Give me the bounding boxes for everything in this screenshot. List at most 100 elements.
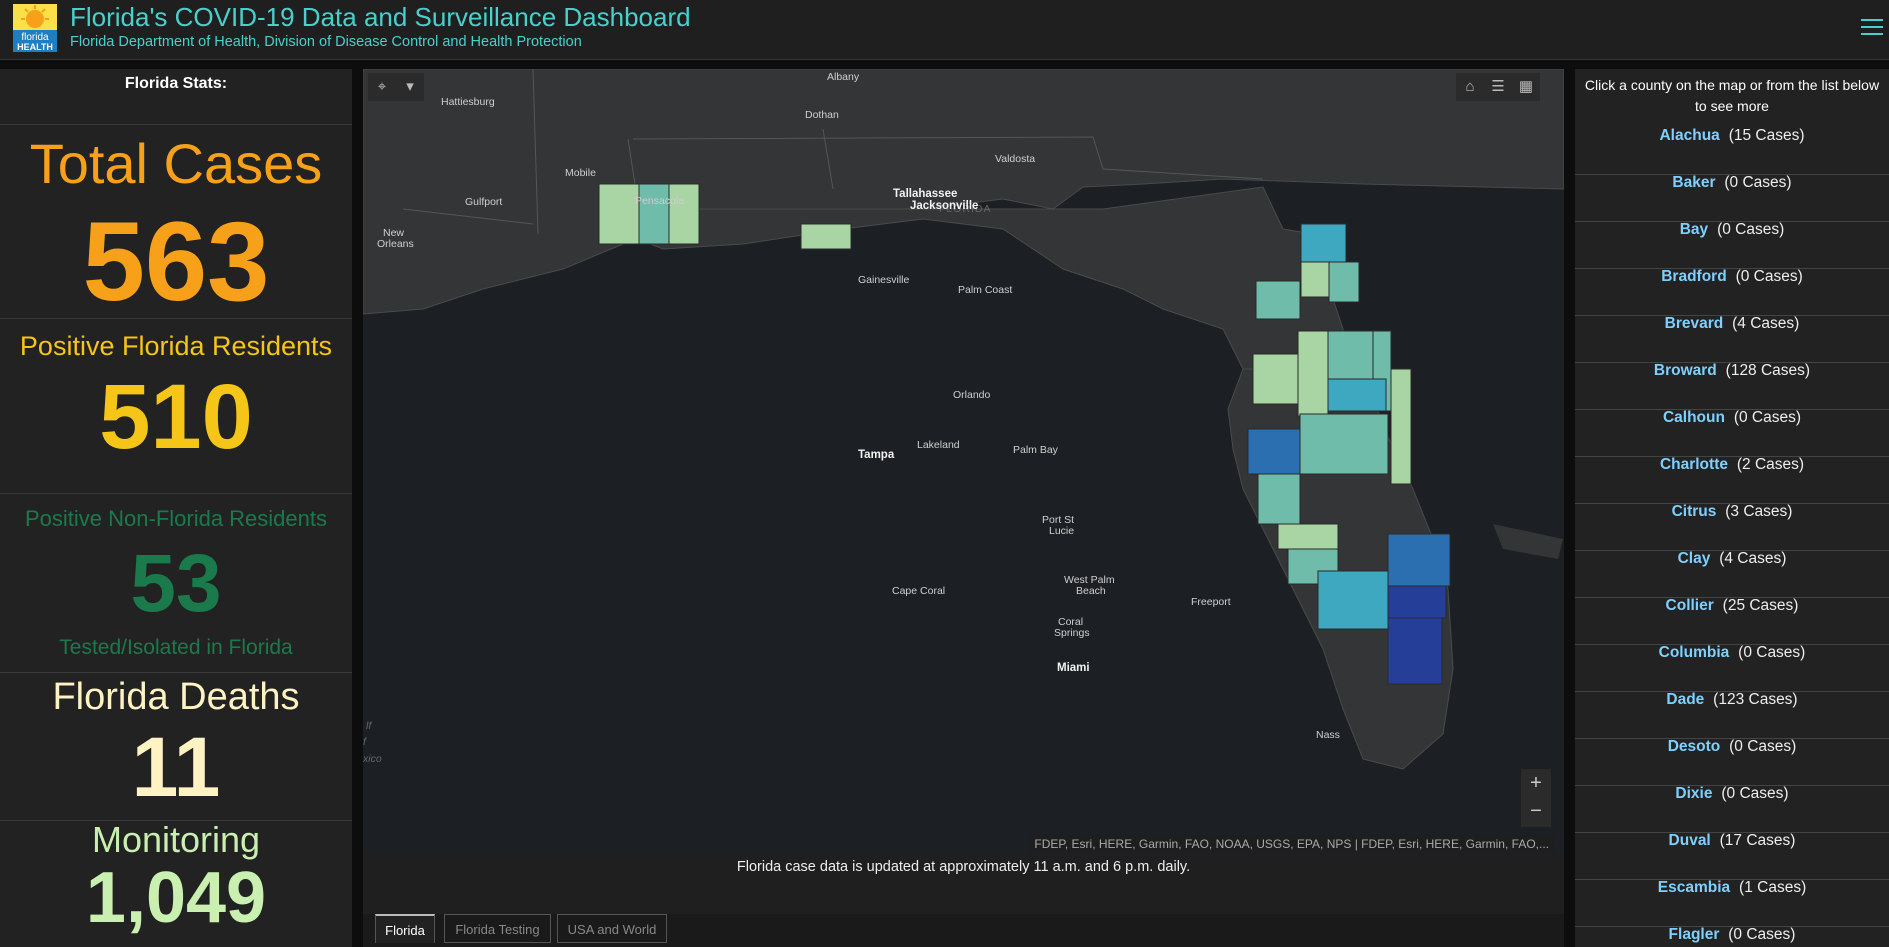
county-cases: (0 Cases)	[1738, 644, 1806, 661]
positive-nonresidents-sublabel: Tested/Isolated in Florida	[59, 636, 293, 659]
basemap-icon[interactable]: ▦	[1512, 73, 1540, 101]
place-label: xico	[363, 753, 382, 765]
county-name: Escambia	[1657, 879, 1731, 896]
intro-line: Click a county on the map or from the li…	[1584, 77, 1880, 93]
county-cases: (0 Cases)	[1721, 785, 1789, 802]
map-attribution: FDEP, Esri, HERE, Garmin, FAO, NOAA, USG…	[1029, 835, 1554, 853]
county-name: Bradford	[1661, 268, 1727, 285]
county-name: Alachua	[1659, 127, 1720, 144]
county-list-panel: Click a county on the map or from the li…	[1575, 69, 1889, 947]
county-name: Brevard	[1664, 315, 1724, 332]
total-cases-value: 563	[82, 199, 270, 324]
place-label: Mobile	[565, 167, 596, 179]
intro-line: to see more	[1695, 98, 1769, 114]
county-list-item[interactable]: Collier (25 Cases)	[1575, 597, 1889, 645]
place-label: Lucie	[1049, 525, 1075, 537]
tab-bar: Florida Florida Testing USA and World	[363, 914, 1564, 947]
tab-florida[interactable]: Florida	[375, 914, 435, 943]
update-bar: Florida case data is updated at approxim…	[363, 855, 1564, 915]
county-name: Calhoun	[1662, 409, 1725, 426]
county-cases: (15 Cases)	[1728, 127, 1805, 144]
florida-health-logo: florida HEALTH	[13, 4, 57, 52]
place-label: Albany	[827, 71, 860, 83]
county-list-item[interactable]: Calhoun (0 Cases)	[1575, 409, 1889, 457]
county-cases: (128 Cases)	[1725, 362, 1811, 379]
place-label: Jacksonville	[910, 200, 979, 212]
place-label: FLORIDA	[939, 203, 992, 215]
place-label: West Palm	[1064, 574, 1115, 586]
stats-title: Florida Stats:	[124, 75, 228, 92]
county-cases: (3 Cases)	[1725, 503, 1793, 520]
county-name: Charlotte	[1659, 456, 1728, 473]
divider	[0, 820, 352, 821]
home-icon[interactable]: ⌂	[1456, 73, 1484, 101]
list-icon[interactable]: ☰	[1484, 73, 1512, 101]
place-label: Tallahassee	[893, 188, 958, 200]
county-name: Broward	[1653, 362, 1717, 379]
county-name: Flagler	[1668, 926, 1720, 943]
stats-panel: Florida Stats: Total Cases 563 Positive …	[0, 69, 352, 947]
zoom-out-button[interactable]: −	[1530, 800, 1542, 822]
place-label: Nass	[1316, 729, 1340, 741]
divider	[0, 672, 352, 673]
place-label: Coral	[1058, 616, 1084, 628]
map-canvas[interactable]	[363, 69, 1564, 855]
monitoring-label: Monitoring	[91, 819, 261, 860]
county-list-item[interactable]: Desoto (0 Cases)	[1575, 738, 1889, 786]
place-label: Orleans	[377, 238, 414, 250]
county-list-item[interactable]: Brevard (4 Cases)	[1575, 315, 1889, 363]
place-label: Tampa	[858, 449, 895, 461]
county-list-item[interactable]: Columbia (0 Cases)	[1575, 644, 1889, 692]
county-name: Desoto	[1667, 738, 1721, 755]
county-list-item[interactable]: Flagler (0 Cases)	[1575, 926, 1889, 947]
county-list-item[interactable]: Bay (0 Cases)	[1575, 221, 1889, 269]
county-name: Collier	[1665, 597, 1714, 614]
county-name: Clay	[1677, 550, 1711, 567]
svg-text:florida: florida	[21, 32, 49, 43]
place-label: Springs	[1054, 627, 1090, 639]
page-title: Florida's COVID-19 Data and Surveillance…	[70, 2, 691, 32]
tab-usa-and-world[interactable]: USA and World	[557, 914, 667, 943]
place-label: Miami	[1057, 662, 1090, 674]
update-note: Florida case data is updated at approxim…	[736, 859, 1191, 875]
place-label: Freeport	[1191, 596, 1231, 608]
county-list-item[interactable]: Alachua (15 Cases)	[1575, 127, 1889, 175]
menu-icon[interactable]	[1861, 16, 1883, 36]
county-map[interactable]: ⌖ ▾ ⌂ ☰ ▦ Albany Dothan Hattiesburg Mobi…	[363, 69, 1564, 855]
place-label: Palm Coast	[958, 284, 1013, 296]
county-list-item[interactable]: Broward (128 Cases)	[1575, 362, 1889, 410]
positive-residents-value: 510	[99, 366, 253, 468]
dropdown-icon[interactable]: ▾	[396, 73, 424, 101]
tab-florida-testing[interactable]: Florida Testing	[444, 914, 551, 943]
header: florida HEALTH Florida's COVID-19 Data a…	[0, 0, 1889, 60]
select-icon[interactable]: ⌖	[368, 73, 396, 101]
county-list-item[interactable]: Citrus (3 Cases)	[1575, 503, 1889, 551]
county-cases: (1 Cases)	[1739, 879, 1807, 896]
county-list-item[interactable]: Clay (4 Cases)	[1575, 550, 1889, 598]
place-label: Lakeland	[917, 439, 960, 451]
divider	[0, 124, 352, 125]
county-cases: (0 Cases)	[1733, 409, 1802, 426]
county-cases: (0 Cases)	[1717, 221, 1785, 238]
county-list-item[interactable]: Escambia (1 Cases)	[1575, 879, 1889, 927]
county-list-item[interactable]: Duval (17 Cases)	[1575, 832, 1889, 880]
county-cases: (0 Cases)	[1728, 926, 1796, 943]
deaths-value: 11	[131, 720, 221, 814]
svg-text:HEALTH: HEALTH	[17, 42, 53, 52]
place-label: Cape Coral	[892, 585, 946, 597]
county-name: Columbia	[1658, 644, 1730, 661]
zoom-in-button[interactable]: +	[1530, 772, 1542, 794]
place-label: f	[363, 736, 366, 748]
zoom-controls: + −	[1521, 769, 1551, 827]
county-cases: (2 Cases)	[1736, 456, 1805, 473]
monitoring-value: 1,049	[85, 858, 267, 938]
county-cases: (17 Cases)	[1719, 832, 1796, 849]
county-cases: (4 Cases)	[1732, 315, 1800, 332]
county-cases: (0 Cases)	[1729, 738, 1797, 755]
county-list-item[interactable]: Dixie (0 Cases)	[1575, 785, 1889, 833]
county-list-item[interactable]: Charlotte (2 Cases)	[1575, 456, 1889, 504]
county-cases: (0 Cases)	[1724, 174, 1792, 191]
county-list-item[interactable]: Baker (0 Cases)	[1575, 174, 1889, 222]
county-list-item[interactable]: Dade (123 Cases)	[1575, 691, 1889, 739]
county-list-item[interactable]: Bradford (0 Cases)	[1575, 268, 1889, 316]
